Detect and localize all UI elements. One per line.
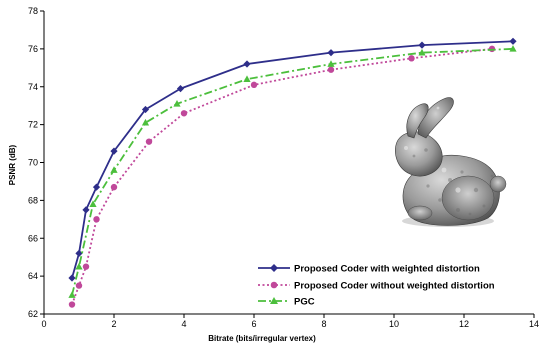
data-point-triangle	[141, 118, 150, 126]
data-point-circle	[75, 282, 83, 289]
data-point-triangle	[509, 45, 517, 52]
x-axis-title: Bitrate (bits/irregular vertex)	[208, 334, 316, 343]
series-group	[68, 37, 517, 308]
data-point-triangle	[75, 262, 83, 270]
y-tick-label: 66	[28, 233, 38, 243]
data-point-diamond	[75, 249, 83, 257]
data-point-triangle	[89, 200, 97, 207]
legend-label: PGC	[294, 297, 315, 308]
x-tick-label: 4	[181, 319, 186, 329]
data-point-circle	[180, 110, 188, 117]
y-tick-label: 70	[28, 158, 38, 168]
data-point-circle	[327, 66, 335, 73]
x-tick-label: 10	[389, 319, 399, 329]
data-point-circle	[145, 138, 153, 145]
data-point-diamond	[92, 183, 101, 191]
legend: Proposed Coder with weighted distortion …	[253, 258, 520, 310]
data-point-circle	[93, 216, 100, 223]
legend-item: Proposed Coder with weighted distortion	[258, 264, 480, 275]
legend-item: PGC	[258, 297, 315, 308]
data-point-diamond	[327, 49, 335, 57]
data-point-diamond	[82, 206, 90, 214]
data-point-triangle	[68, 291, 76, 298]
legend-label: Proposed Coder with weighted distortion	[294, 264, 480, 275]
legend-marker-circle	[270, 281, 278, 289]
data-point-circle	[250, 81, 258, 89]
legend-label: Proposed Coder without weighted distorti…	[294, 281, 495, 292]
data-point-diamond	[418, 41, 426, 49]
data-point-triangle	[173, 99, 181, 107]
data-point-circle	[408, 55, 415, 62]
legend-marker-triangle	[270, 297, 278, 304]
data-point-triangle	[327, 60, 335, 67]
data-point-diamond	[68, 274, 76, 282]
legend-item: Proposed Coder without weighted distorti…	[258, 281, 495, 292]
series-2	[68, 45, 517, 298]
data-point-diamond	[141, 105, 150, 114]
series-line	[71, 47, 514, 296]
series-0	[68, 37, 517, 282]
y-tick-label: 74	[28, 82, 38, 92]
y-tick-label: 72	[28, 120, 38, 130]
data-point-circle	[68, 301, 76, 308]
legend-box	[253, 258, 520, 310]
data-point-diamond	[509, 37, 517, 45]
x-tick-label: 6	[251, 319, 256, 329]
legend-marker-diamond	[270, 264, 278, 272]
data-point-circle	[82, 263, 90, 270]
y-tick-label: 68	[28, 195, 38, 205]
x-tick-label: 8	[321, 319, 326, 329]
data-point-diamond	[243, 60, 251, 68]
x-tick-label: 12	[459, 319, 469, 329]
y-tick-label: 76	[28, 44, 38, 54]
y-tick-label: 62	[28, 309, 38, 319]
x-tick-label: 14	[529, 319, 539, 329]
x-tick-label: 0	[41, 319, 46, 329]
data-point-triangle	[243, 75, 251, 82]
data-point-triangle	[110, 166, 118, 173]
bunny-image	[395, 97, 507, 227]
data-point-diamond	[176, 85, 185, 93]
x-tick-label: 2	[111, 319, 116, 329]
y-axis-title: PSNR (dB)	[8, 144, 17, 185]
data-point-circle	[110, 183, 118, 191]
data-point-diamond	[110, 147, 118, 155]
y-tick-label: 64	[28, 271, 38, 281]
data-point-triangle	[418, 48, 426, 56]
y-tick-label: 78	[28, 6, 38, 16]
